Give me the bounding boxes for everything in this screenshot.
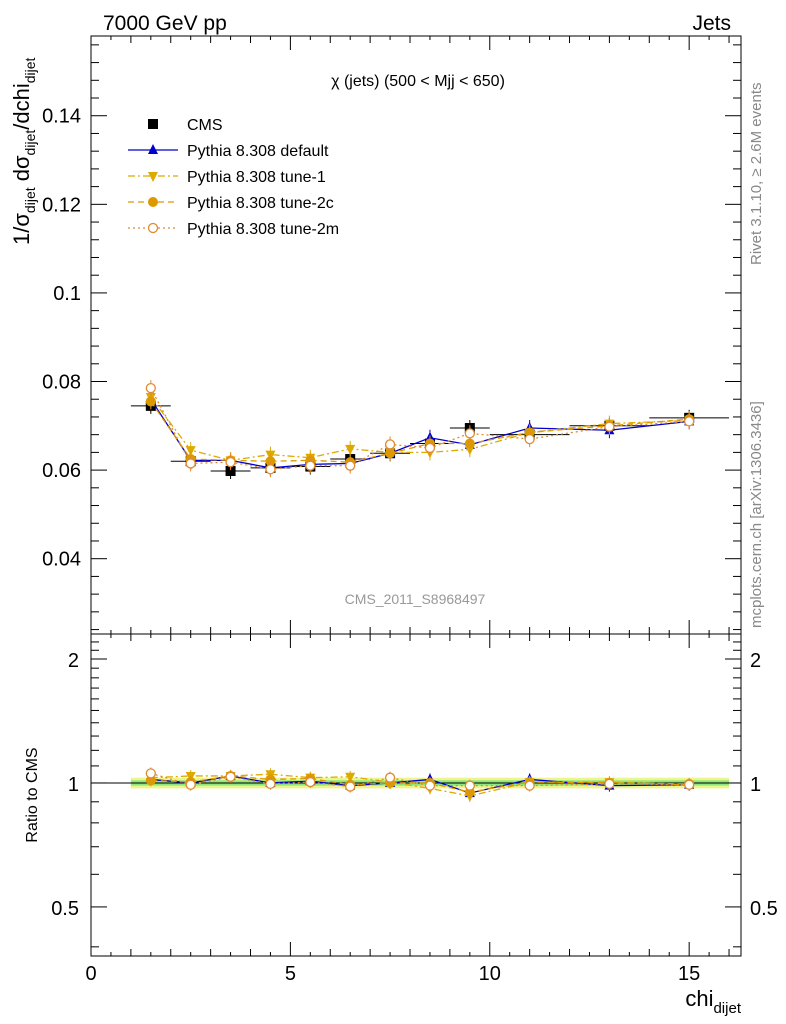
data-point xyxy=(225,456,236,468)
ratio-point xyxy=(684,779,695,790)
main-ytick-label: 0.12 xyxy=(42,194,81,216)
data-point xyxy=(424,442,436,454)
main-ytick-label: 0.06 xyxy=(42,460,81,482)
x-axis-label: chidijet xyxy=(685,986,741,1017)
legend-label: Pythia 8.308 tune-2c xyxy=(187,195,334,212)
ratio-data xyxy=(145,767,695,802)
x-tick-label: 10 xyxy=(479,963,501,985)
ratio-point xyxy=(464,780,475,791)
main-data xyxy=(130,380,730,479)
ratio-point xyxy=(225,771,236,782)
legend-item: Pythia 8.308 tune-1 xyxy=(128,169,326,186)
x-tick-label: 0 xyxy=(85,963,96,985)
ratio-series-4 xyxy=(145,767,695,793)
ratio-axis-ticks: 0.5 0.5 1 1 2 2 0 5 10 15 xyxy=(51,634,778,985)
ratio-point xyxy=(524,780,535,791)
ratio-point xyxy=(145,768,156,779)
data-point xyxy=(464,428,475,439)
ratio-ytick-label-left: 1 xyxy=(68,774,79,796)
legend-label: Pythia 8.308 tune-2m xyxy=(187,221,339,238)
main-ytick-label: 0.1 xyxy=(53,283,81,305)
ratio-ytick-label-right: 0.5 xyxy=(750,898,778,920)
legend-label: Pythia 8.308 default xyxy=(187,143,329,160)
ratio-point xyxy=(265,778,276,790)
ratio-panel: 0.5 0.5 1 1 2 2 0 5 10 15 Ratio to CMS xyxy=(24,633,778,985)
ratio-ytick-label-left: 2 xyxy=(68,650,79,672)
watermark: CMS_2011_S8968497 xyxy=(345,591,486,607)
header-left: 7000 GeV pp xyxy=(103,12,227,35)
legend: CMS Pythia 8.308 default Pythia 8.308 tune… xyxy=(128,117,339,238)
ratio-point xyxy=(345,781,356,792)
data-point xyxy=(524,433,535,445)
main-title: χ (jets) (500 < Mjj < 650) xyxy=(331,73,505,90)
legend-marker xyxy=(147,222,159,234)
legend-marker xyxy=(148,119,158,129)
ratio-point xyxy=(185,779,196,790)
mcplots-label: mcplots.cern.ch [arXiv:1306.3436] xyxy=(748,401,765,628)
data-point xyxy=(345,444,356,455)
legend-marker xyxy=(148,144,158,154)
ratio-line xyxy=(150,772,690,788)
data-point xyxy=(225,465,236,476)
ratio-ytick-label-left: 0.5 xyxy=(51,898,79,920)
legend-item: CMS xyxy=(148,117,223,134)
legend-item: Pythia 8.308 tune-2c xyxy=(128,195,334,212)
series-line xyxy=(150,387,690,470)
rivet-label: Rivet 3.1.10, ≥ 2.6M events xyxy=(748,83,765,266)
data-point xyxy=(305,460,316,471)
ratio-point xyxy=(345,772,356,783)
data-point xyxy=(185,458,196,469)
main-axis-ticks: 0.04 0.06 0.08 0.1 0.12 0.14 xyxy=(42,36,741,634)
ratio-point xyxy=(604,778,615,790)
data-point xyxy=(265,464,276,475)
x-tick-label: 5 xyxy=(285,963,296,985)
legend-label: CMS xyxy=(187,117,223,134)
main-ytick-label: 0.08 xyxy=(42,372,81,394)
legend-marker xyxy=(148,172,158,182)
data-point xyxy=(384,439,396,450)
data-point xyxy=(385,448,396,459)
series-4 xyxy=(145,380,695,478)
ratio-point xyxy=(305,776,316,788)
series-line xyxy=(150,401,690,463)
main-ytick-label: 0.04 xyxy=(42,549,81,571)
data-point xyxy=(145,383,156,394)
x-tick-label: 15 xyxy=(678,963,700,985)
data-point xyxy=(464,438,475,449)
legend-item: Pythia 8.308 default xyxy=(128,143,329,160)
ratio-ylabel: Ratio to CMS xyxy=(24,747,41,842)
main-ylabel: 1/σdijet dσdijet/dchidijet xyxy=(9,57,38,245)
ratio-frame xyxy=(90,633,742,957)
data-point xyxy=(684,416,695,427)
header-right: Jets xyxy=(692,12,731,35)
data-point xyxy=(345,460,356,471)
ratio-line xyxy=(150,775,690,793)
data-point xyxy=(604,421,615,432)
legend-marker xyxy=(148,197,158,207)
legend-label: Pythia 8.308 tune-1 xyxy=(187,169,326,186)
data-point xyxy=(145,396,156,407)
main-panel: 0.04 0.06 0.08 0.1 0.12 0.14 χ (jets) (500 < … xyxy=(9,35,742,635)
ratio-ytick-label-right: 1 xyxy=(750,774,761,796)
main-ytick-label: 0.14 xyxy=(42,106,81,128)
legend-item: Pythia 8.308 tune-2m xyxy=(128,221,339,238)
ratio-point xyxy=(424,780,436,791)
ratio-point xyxy=(384,772,396,783)
ratio-ytick-label-right: 2 xyxy=(750,650,761,672)
